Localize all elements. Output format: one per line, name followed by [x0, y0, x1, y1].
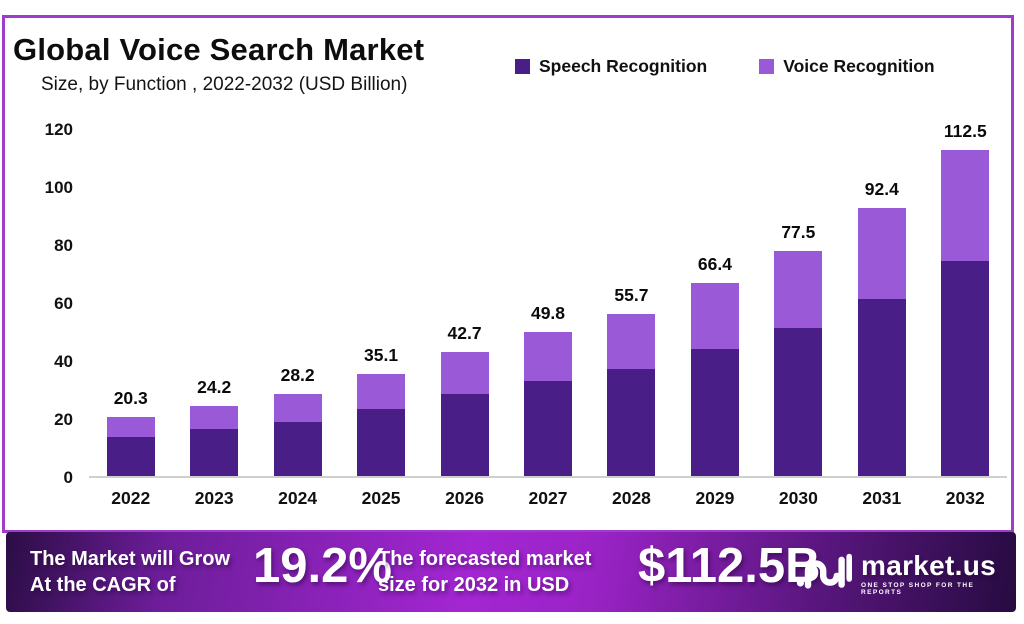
- forecast-caption: The forecasted market size for 2032 in U…: [378, 546, 591, 598]
- bar-2029-speech: [690, 348, 739, 476]
- legend-item-speech-recognition: Speech Recognition: [515, 56, 707, 77]
- bar-2024-speech: [273, 421, 322, 476]
- bar-2031-voice: [857, 208, 906, 300]
- cagr-caption: The Market will Grow At the CAGR of: [30, 546, 230, 598]
- x-axis-label-2024: 2024: [278, 488, 318, 508]
- bar-2022-voice: [106, 417, 155, 438]
- forecast-caption-line2: size for 2032 in USD: [378, 574, 570, 596]
- bar-2026-voice: [440, 352, 489, 395]
- bar-2028-voice: [607, 314, 656, 370]
- legend-swatch-speech-icon: [515, 59, 530, 74]
- chart-legend: Speech Recognition Voice Recognition: [515, 56, 935, 77]
- y-axis-tick-40: 40: [54, 352, 73, 371]
- logo-wordmark: market.us: [861, 550, 996, 581]
- bar-2025-voice: [357, 374, 406, 409]
- bar-2025-speech: [357, 408, 406, 476]
- bar-2028-speech: [607, 369, 656, 476]
- bar-2022-speech: [106, 437, 155, 476]
- x-axis-label-2029: 2029: [695, 488, 735, 508]
- forecast-caption-line1: The forecasted market: [378, 548, 592, 570]
- bottom-banner: The Market will Grow At the CAGR of 19.2…: [6, 532, 1016, 612]
- bar-2026-speech: [440, 394, 489, 476]
- bar-total-label-2026: 42.7: [447, 323, 482, 344]
- bar-2024-voice: [273, 394, 322, 422]
- bar-total-label-2027: 49.8: [530, 302, 566, 323]
- x-axis-label-2025: 2025: [361, 488, 401, 508]
- bar-total-label-2024: 28.2: [280, 365, 315, 386]
- bar-total-label-2032: 112.5: [943, 120, 987, 141]
- bar-total-label-2029: 66.4: [697, 254, 732, 275]
- chart-title: Global Voice Search Market: [13, 32, 425, 67]
- bar-2027-speech: [524, 380, 572, 476]
- y-axis-tick-100: 100: [44, 178, 73, 197]
- x-axis-label-2023: 2023: [194, 488, 234, 508]
- legend-item-voice-recognition: Voice Recognition: [759, 56, 935, 77]
- bar-total-label-2030: 77.5: [781, 222, 816, 243]
- logo-tagline: ONE STOP SHOP FOR THE REPORTS: [861, 582, 975, 596]
- y-axis-tick-80: 80: [54, 236, 73, 255]
- cagr-caption-line2: At the CAGR of: [30, 574, 176, 596]
- chart-card: Global Voice Search Market Size, by Func…: [2, 15, 1014, 533]
- chart-subtitle: Size, by Function , 2022-2032 (USD Billi…: [41, 74, 408, 95]
- market-us-logo-icon: [796, 546, 852, 601]
- x-axis-label-2022: 2022: [111, 488, 151, 508]
- cagr-caption-line1: The Market will Grow: [30, 548, 231, 570]
- bar-total-label-2025: 35.1: [364, 345, 399, 366]
- bar-2032-speech: [941, 260, 990, 476]
- x-axis-label-2032: 2032: [945, 488, 985, 508]
- y-axis-tick-60: 60: [54, 294, 73, 313]
- bar-total-label-2022: 20.3: [113, 388, 148, 409]
- cagr-value: 19.2%: [253, 539, 392, 593]
- bar-chart-plot-area: 0 20 40 60 80 100 120 20.3 2022 24.2 2023 28.2 2024 3…: [45, 120, 1007, 508]
- legend-label-voice: Voice Recognition: [783, 56, 935, 76]
- market-us-logo: market.us ONE STOP SHOP FOR THE REPORTS: [796, 546, 1016, 601]
- x-axis-label-2026: 2026: [445, 488, 484, 508]
- legend-label-speech: Speech Recognition: [539, 56, 708, 76]
- y-axis-tick-0: 0: [63, 468, 73, 487]
- x-axis-label-2031: 2031: [862, 488, 902, 508]
- bar-2030-voice: [774, 251, 823, 328]
- bar-2031-speech: [857, 299, 906, 476]
- bar-total-label-2023: 24.2: [197, 376, 232, 397]
- x-axis-label-2027: 2027: [528, 488, 568, 508]
- bar-2029-voice: [690, 283, 739, 349]
- bar-total-label-2031: 92.4: [864, 179, 899, 200]
- x-axis-label-2028: 2028: [611, 488, 651, 508]
- bar-2030-speech: [774, 327, 823, 476]
- bar-2032-voice: [941, 149, 990, 261]
- bar-2023-speech: [190, 429, 239, 476]
- y-axis-tick-120: 120: [44, 120, 73, 139]
- legend-swatch-voice-icon: [759, 59, 775, 74]
- bar-2023-voice: [190, 405, 239, 430]
- bar-2027-voice: [524, 331, 572, 381]
- bar-total-label-2028: 55.7: [614, 285, 649, 306]
- y-axis-tick-20: 20: [54, 410, 73, 429]
- forecast-value: $112.5B: [638, 539, 821, 593]
- x-axis-label-2030: 2030: [778, 488, 818, 508]
